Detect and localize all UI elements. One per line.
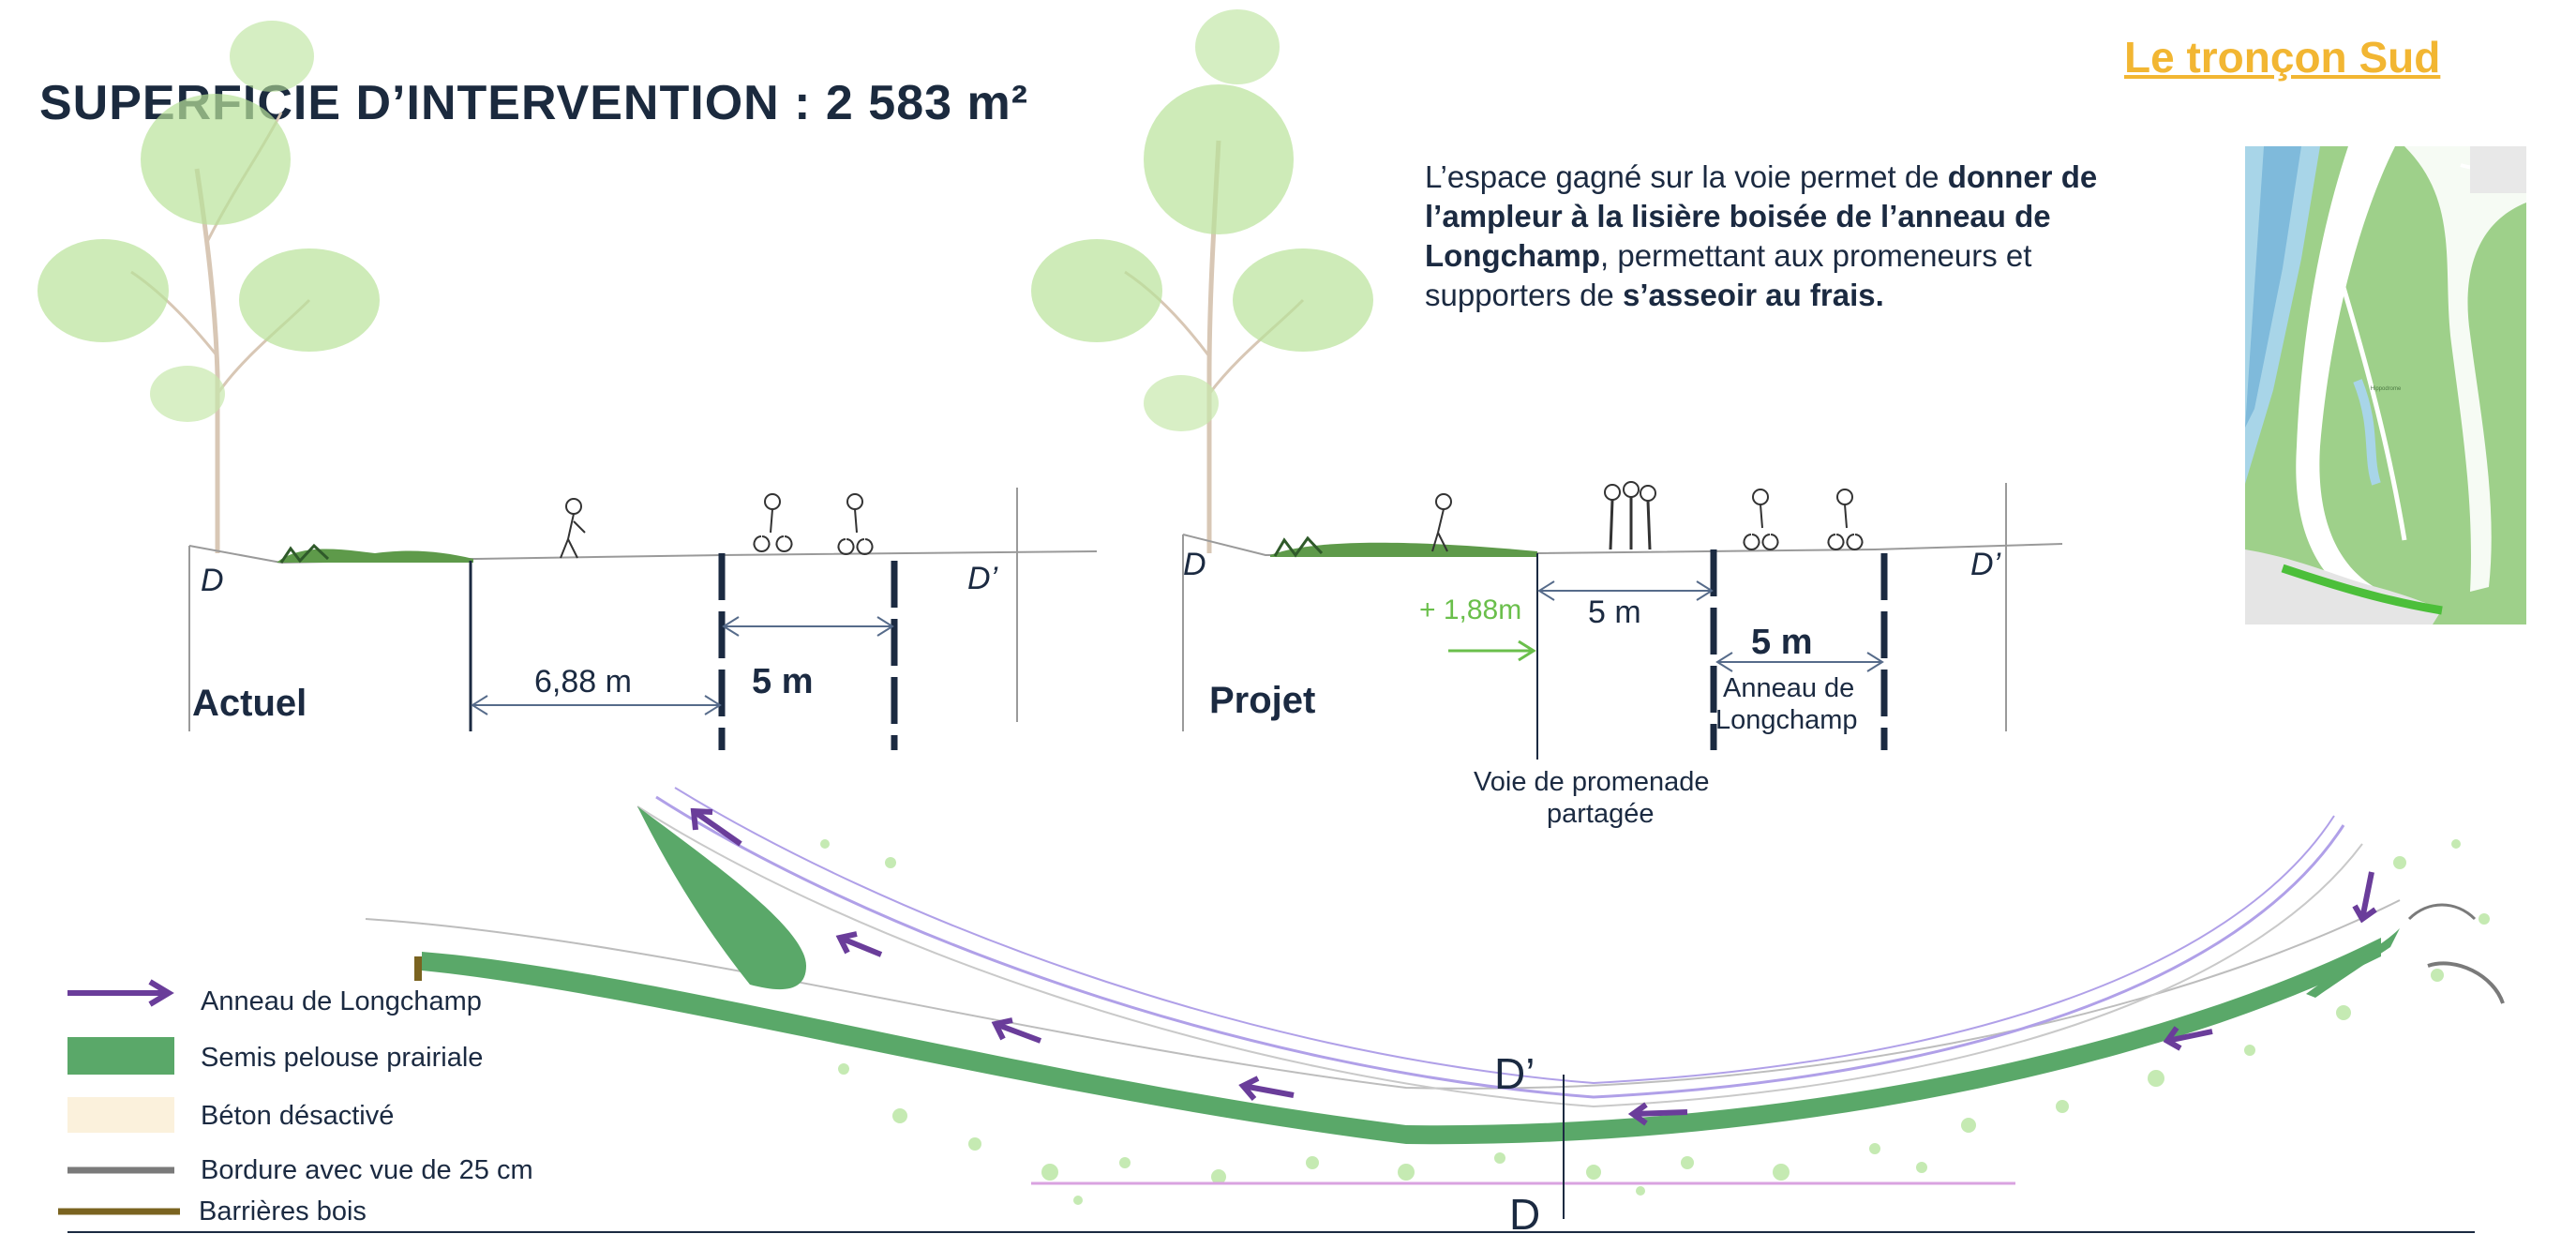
section-actuel-width-right: 5 m: [752, 662, 814, 701]
legend-item-bordure: Bordure avec vue de 25 cm: [201, 1155, 533, 1185]
legend-item-semis: Semis pelouse prairiale: [201, 1043, 484, 1073]
legend-item-beton: Béton désactivé: [201, 1101, 395, 1131]
anneau-label-line-1: Anneau de: [1723, 673, 1855, 703]
section-actuel-width-left: 6,88 m: [534, 664, 632, 700]
plan-cut-label-bottom: D: [1509, 1190, 1541, 1239]
description-text-1: L’espace gagné sur la voie permet de: [1425, 159, 1948, 194]
legend-item-barrieres: Barrières bois: [199, 1196, 367, 1226]
anneau-direction-arrows: [690, 807, 2377, 1126]
svg-text:Hippodrome: Hippodrome: [2371, 386, 2402, 392]
anneau-label-line-2: Longchamp: [1715, 705, 1858, 735]
section-projet-gain: + 1,88m: [1419, 594, 1522, 625]
section-projet-d-right: D’: [1970, 547, 2001, 582]
tree-illustration-1: [37, 21, 380, 553]
location-map: Hippodrome: [2245, 146, 2526, 624]
plan-view: [365, 787, 2505, 1219]
promenade-label-line-1: Voie de promenade: [1474, 767, 1710, 797]
section-title-link[interactable]: Le tronçon Sud: [2124, 33, 2441, 82]
promenade-label-line-2: partagée: [1547, 799, 1655, 829]
section-actuel-d-left: D: [201, 563, 224, 598]
description-text-2: , permettant aux promeneurs et supporter…: [1425, 238, 2032, 312]
legend-symbols: [58, 979, 180, 1215]
tree-illustration-2: [1031, 9, 1373, 553]
section-projet-profile: [1182, 481, 2063, 760]
section-projet-d-left: D: [1183, 547, 1206, 582]
section-projet-label: Projet: [1209, 680, 1316, 721]
description-bold-2: s’asseoir au frais.: [1622, 278, 1884, 312]
section-projet-width-anneau: 5 m: [1751, 623, 1813, 662]
legend-item-anneau: Anneau de Longchamp: [201, 986, 482, 1016]
description-bold-1: donner de l’ampleur à la lisière boisée …: [1425, 159, 2098, 273]
section-actuel-d-right: D’: [967, 561, 998, 596]
section-actuel-label: Actuel: [192, 683, 307, 724]
description-paragraph: L’espace gagné sur la voie permet de don…: [1425, 158, 2165, 315]
section-actuel-profile: [188, 488, 1098, 750]
plan-cut-label-top: D’: [1494, 1049, 1535, 1098]
section-projet-width-promenade: 5 m: [1588, 594, 1641, 630]
